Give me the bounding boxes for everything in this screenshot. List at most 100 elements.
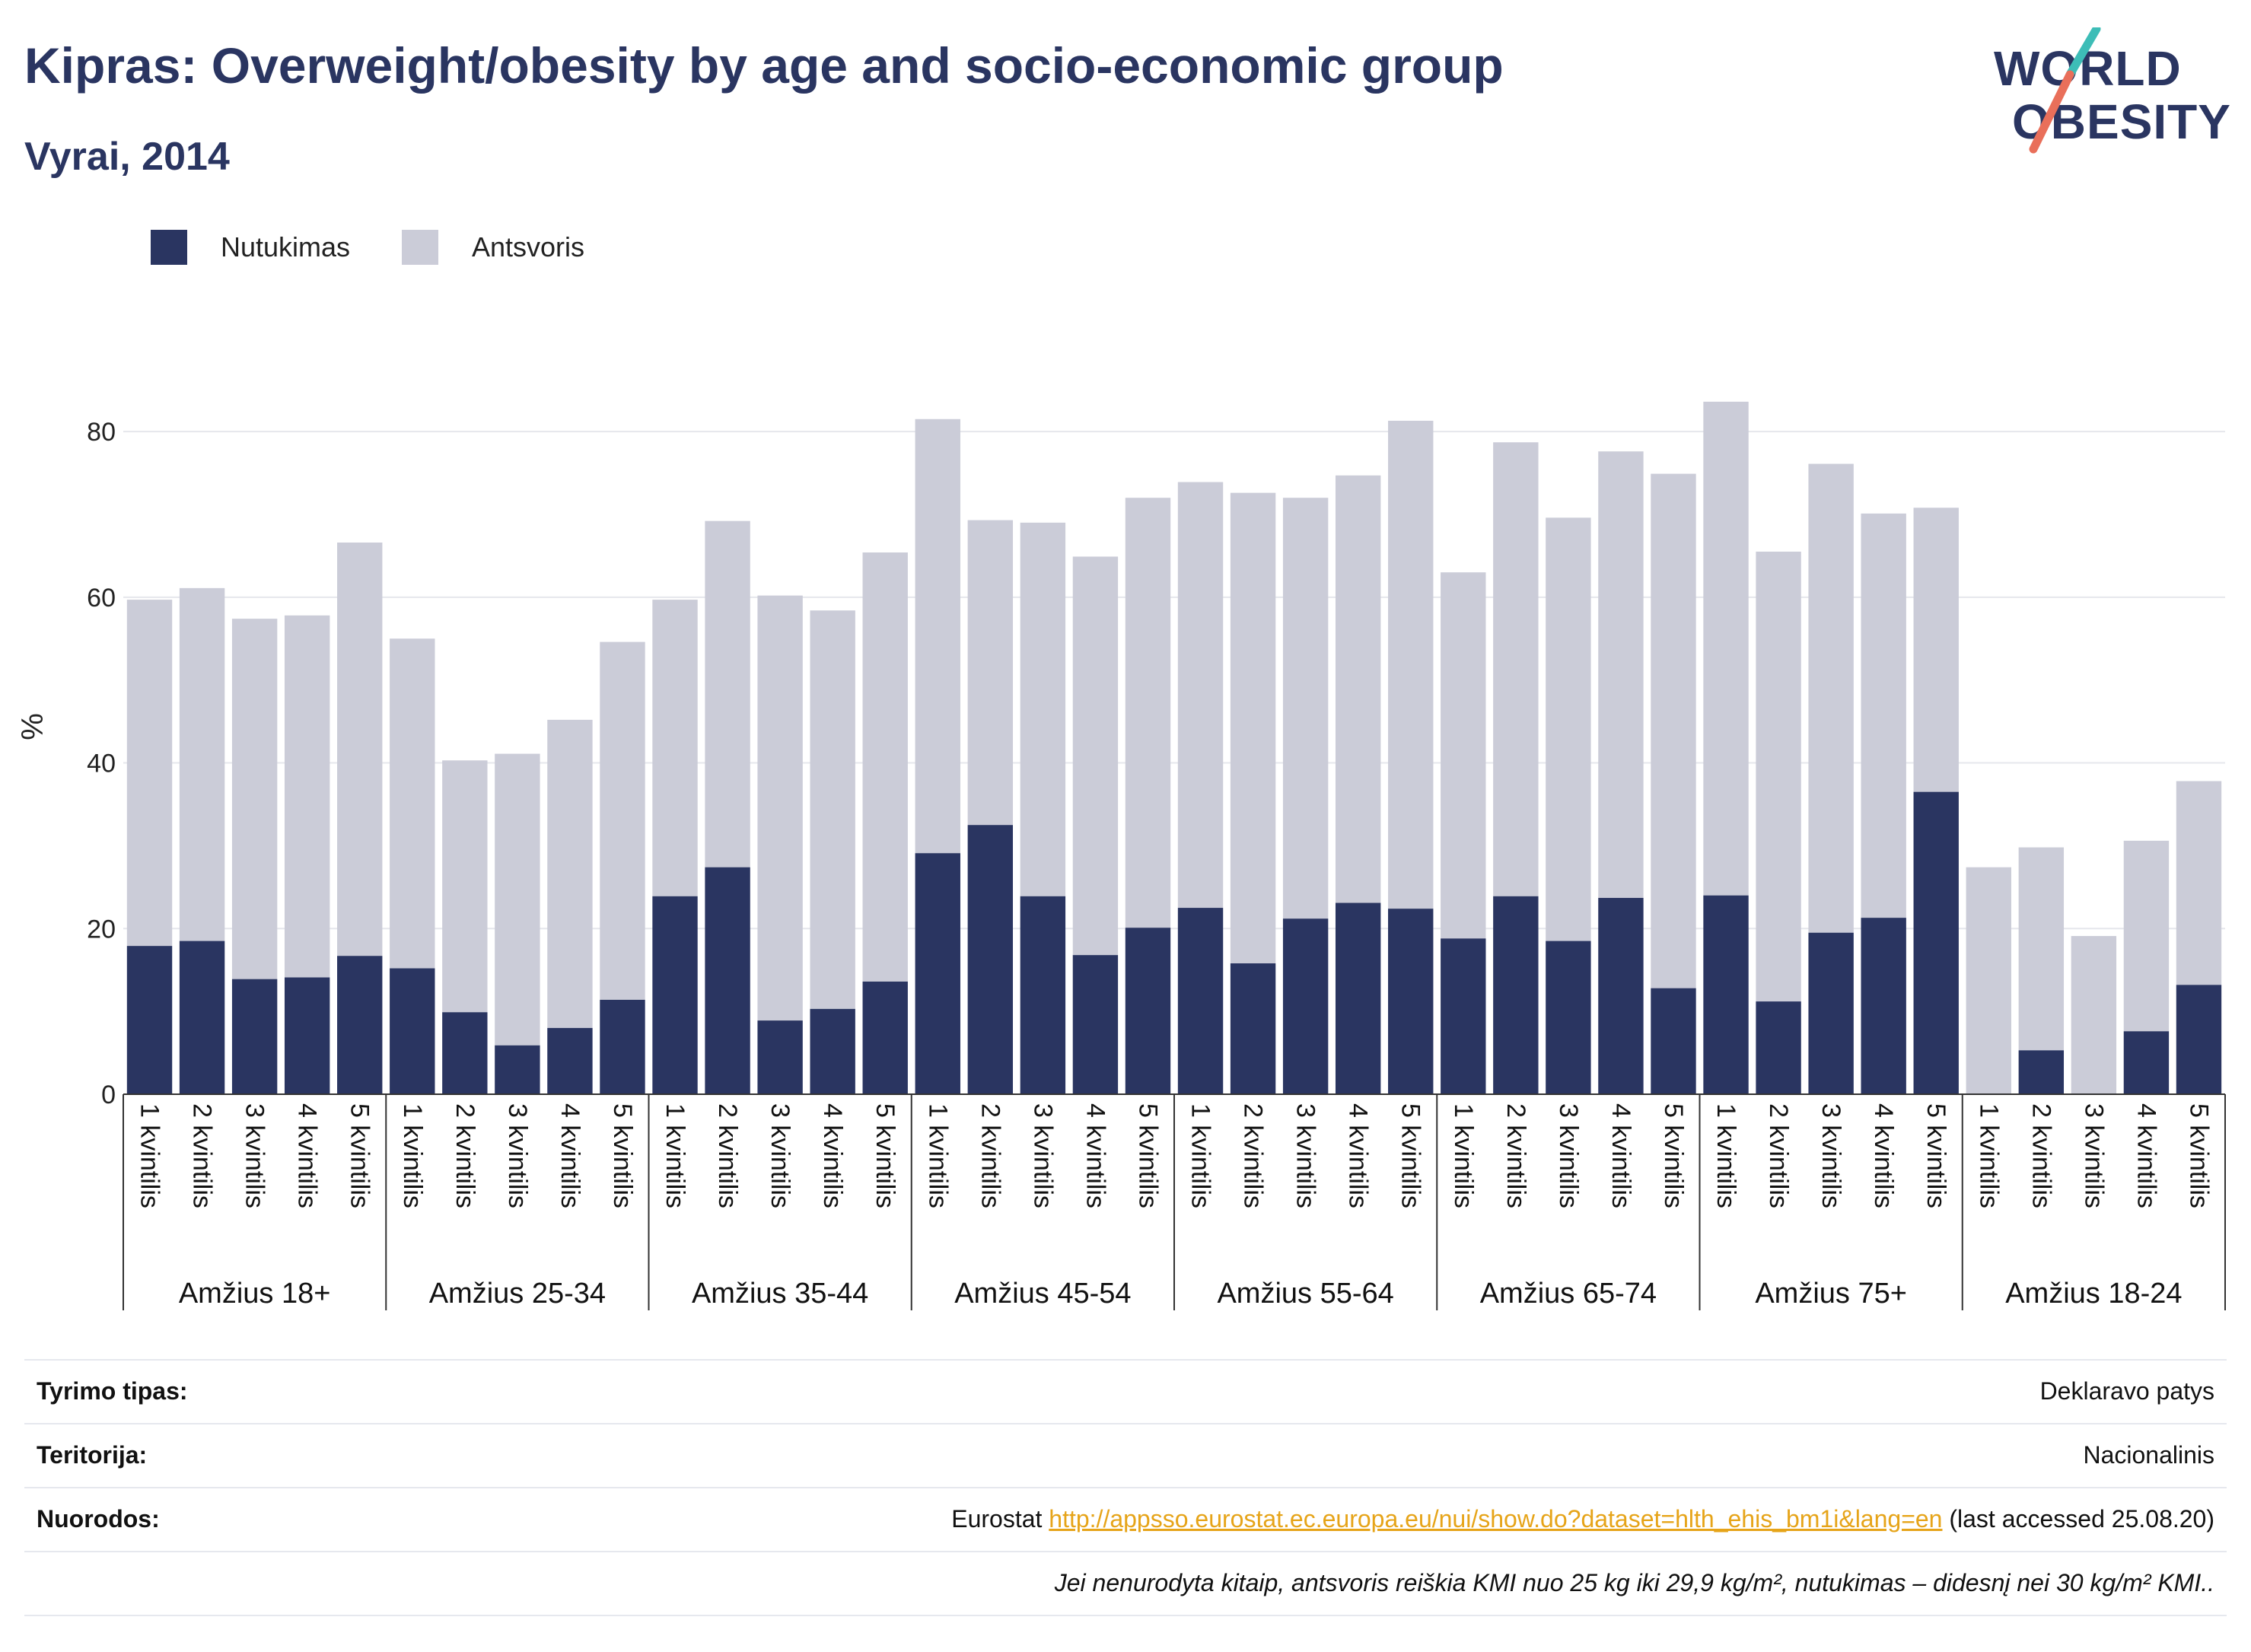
bar-obesity <box>1441 938 1486 1094</box>
x-category-label: 3 kvintilis <box>240 1103 269 1208</box>
bar-obesity <box>1493 896 1539 1094</box>
x-category-label: 5 kvintilis <box>1921 1103 1950 1208</box>
y-axis-label: % <box>16 713 49 740</box>
y-tick-label: 80 <box>87 418 116 447</box>
chart-subtitle: Vyrai, 2014 <box>24 135 230 179</box>
x-category-label: 1 kvintilis <box>1449 1103 1478 1208</box>
bar-obesity <box>442 1012 488 1094</box>
bar-obesity <box>284 977 330 1094</box>
footer-row-references: Nuorodos: Eurostat http://appsso.eurosta… <box>24 1487 2227 1551</box>
bar-obesity <box>1546 941 1591 1094</box>
bar-obesity <box>390 968 435 1094</box>
bar-obesity <box>231 979 278 1094</box>
world-obesity-logo: WORLD OBESITY <box>1979 27 2237 157</box>
bar-overweight <box>1913 508 1959 792</box>
bar-obesity <box>1651 988 1696 1094</box>
x-category-label: 5 kvintilis <box>1396 1103 1425 1208</box>
x-category-label: 4 kvintilis <box>1344 1103 1373 1208</box>
reference-prefix: Eurostat <box>951 1505 1049 1533</box>
footer-row-note: Jei nenurodyta kitaip, antsvoris reiškia… <box>24 1551 2227 1616</box>
x-category-label: 5 kvintilis <box>2184 1103 2213 1208</box>
x-category-label: 4 kvintilis <box>556 1103 584 1208</box>
x-category-label: 5 kvintilis <box>345 1103 374 1208</box>
bar-obesity <box>1177 908 1224 1094</box>
bar-obesity <box>1072 955 1119 1094</box>
bar-overweight <box>862 552 908 982</box>
footer-key: Tyrimo tipas: <box>37 1377 188 1405</box>
footer-table: Tyrimo tipas: Deklaravo patys Teritorija… <box>24 1359 2227 1616</box>
bar-overweight <box>915 419 960 854</box>
bar-obesity <box>1282 918 1329 1094</box>
bar-overweight <box>2018 847 2065 1051</box>
bar-obesity <box>757 1020 803 1094</box>
bar-obesity <box>705 867 750 1094</box>
bar-obesity <box>1335 902 1381 1094</box>
bar-overweight <box>810 610 855 1009</box>
bar-overweight <box>284 615 330 978</box>
x-category-label: 2 kvintilis <box>2027 1103 2055 1208</box>
legend-swatch-antsvoris <box>402 230 438 265</box>
x-category-label: 2 kvintilis <box>1501 1103 1530 1208</box>
bar-overweight <box>652 600 698 896</box>
bar-obesity <box>652 896 698 1094</box>
x-group-label: Amžius 18-24 <box>2005 1278 2182 1310</box>
x-category-label: 4 kvintilis <box>2132 1103 2160 1208</box>
stacked-bar-chart: 0 20 40 60 80% 1 kvintilis 2 kvintilis 3 kvinti… <box>16 401 2226 1310</box>
bar-obesity <box>1913 791 1959 1094</box>
legend-label-nutukimas: Nutukimas <box>221 231 351 263</box>
bar-overweight <box>705 520 750 867</box>
x-category-label: 5 kvintilis <box>1133 1103 1162 1208</box>
bar-obesity <box>1703 895 1749 1094</box>
x-group-label: Amžius 18+ <box>179 1278 331 1310</box>
bar-overweight <box>179 587 225 941</box>
x-category-label: 2 kvintilis <box>451 1103 479 1208</box>
x-category-label: 2 kvintilis <box>188 1103 217 1208</box>
bar-obesity <box>1756 1001 1801 1094</box>
x-category-label: 3 kvintilis <box>2079 1103 2108 1208</box>
bar-overweight <box>1546 517 1591 941</box>
bar-obesity <box>600 999 645 1094</box>
bar-overweight <box>126 600 173 947</box>
bar-obesity <box>967 825 1014 1094</box>
bar-obesity <box>810 1008 855 1094</box>
y-tick-label: 60 <box>87 584 116 613</box>
bar-overweight <box>1230 492 1276 963</box>
bar-obesity <box>2176 985 2222 1094</box>
bar-obesity <box>1388 909 1434 1094</box>
bar-overweight <box>757 595 803 1021</box>
bar-overweight <box>1808 463 1854 933</box>
eurostat-link[interactable]: http://appsso.eurostat.ec.europa.eu/nui/… <box>1049 1505 1943 1533</box>
bar-obesity <box>495 1045 540 1094</box>
footer-value: Nacionalinis <box>2083 1441 2214 1469</box>
bar-overweight <box>1861 513 1906 918</box>
y-tick-label: 20 <box>87 915 116 944</box>
bar-obesity <box>862 981 908 1094</box>
bar-obesity <box>1808 932 1854 1094</box>
x-category-label: 5 kvintilis <box>1659 1103 1688 1208</box>
x-category-label: 1 kvintilis <box>1186 1103 1215 1208</box>
bar-overweight <box>1651 473 1696 988</box>
bar-overweight <box>390 638 435 969</box>
x-category-label: 5 kvintilis <box>871 1103 899 1208</box>
footer-value: Deklaravo patys <box>2039 1377 2214 1405</box>
bar-overweight <box>2176 781 2222 985</box>
bar-overweight <box>2071 936 2117 1094</box>
bar-overweight <box>1282 498 1329 919</box>
x-group-label: Amžius 45-54 <box>954 1278 1131 1310</box>
chart-title: Kipras: Overweight/obesity by age and so… <box>24 37 1504 94</box>
footer-key: Nuorodos: <box>37 1505 160 1533</box>
x-group-label: Amžius 35-44 <box>692 1278 868 1310</box>
bar-obesity <box>1861 918 1906 1094</box>
bar-obesity <box>915 853 960 1094</box>
x-category-label: 3 kvintilis <box>1028 1103 1057 1208</box>
bar-obesity <box>1230 963 1276 1094</box>
x-category-label: 3 kvintilis <box>1816 1103 1845 1208</box>
y-tick-label: 0 <box>101 1081 116 1109</box>
bar-overweight <box>442 760 488 1013</box>
x-category-label: 4 kvintilis <box>818 1103 847 1208</box>
bar-obesity <box>2123 1031 2170 1094</box>
bar-overweight <box>1177 482 1224 909</box>
bar-obesity <box>179 941 225 1094</box>
footer-value: Eurostat http://appsso.eurostat.ec.europ… <box>951 1505 2214 1533</box>
bar-overweight <box>547 719 593 1028</box>
